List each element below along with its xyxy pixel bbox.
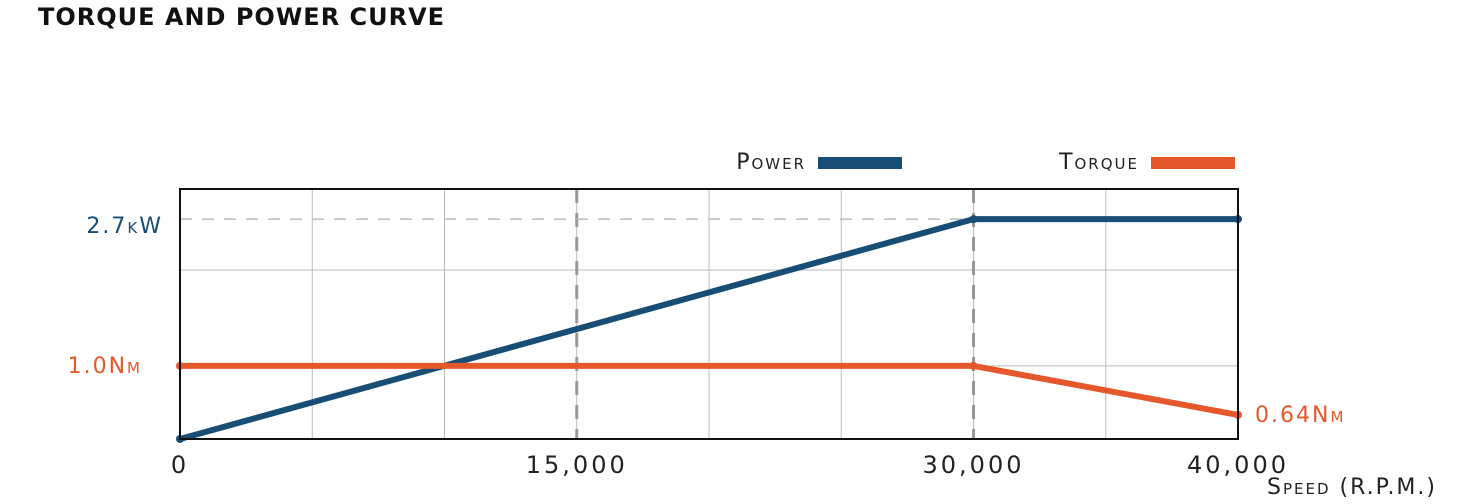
x-tick-label: 15,000 xyxy=(526,451,628,479)
legend-label: Torque xyxy=(1058,150,1139,175)
data-point xyxy=(969,215,978,224)
chart-title: TORQUE AND POWER CURVE xyxy=(38,3,445,31)
y2-tick-label: 1.0Nm xyxy=(68,354,142,379)
x-tick-label: 0 xyxy=(171,451,189,479)
x-tick-label: 40,000 xyxy=(1187,451,1289,479)
legend-swatch xyxy=(1151,157,1235,169)
legend-label: Power xyxy=(736,150,806,175)
legend-swatch xyxy=(818,157,902,169)
data-point xyxy=(969,361,978,370)
x-tick-label: 30,000 xyxy=(923,451,1025,479)
y2-tick-label: 0.64Nm xyxy=(1255,403,1345,428)
plot xyxy=(176,215,1242,443)
x-axis-label: Speed (R.P.M.) xyxy=(1267,475,1437,500)
y-tick-label: 2.7kW xyxy=(86,214,163,239)
grid xyxy=(180,189,1238,439)
plot-frame xyxy=(179,188,1239,440)
